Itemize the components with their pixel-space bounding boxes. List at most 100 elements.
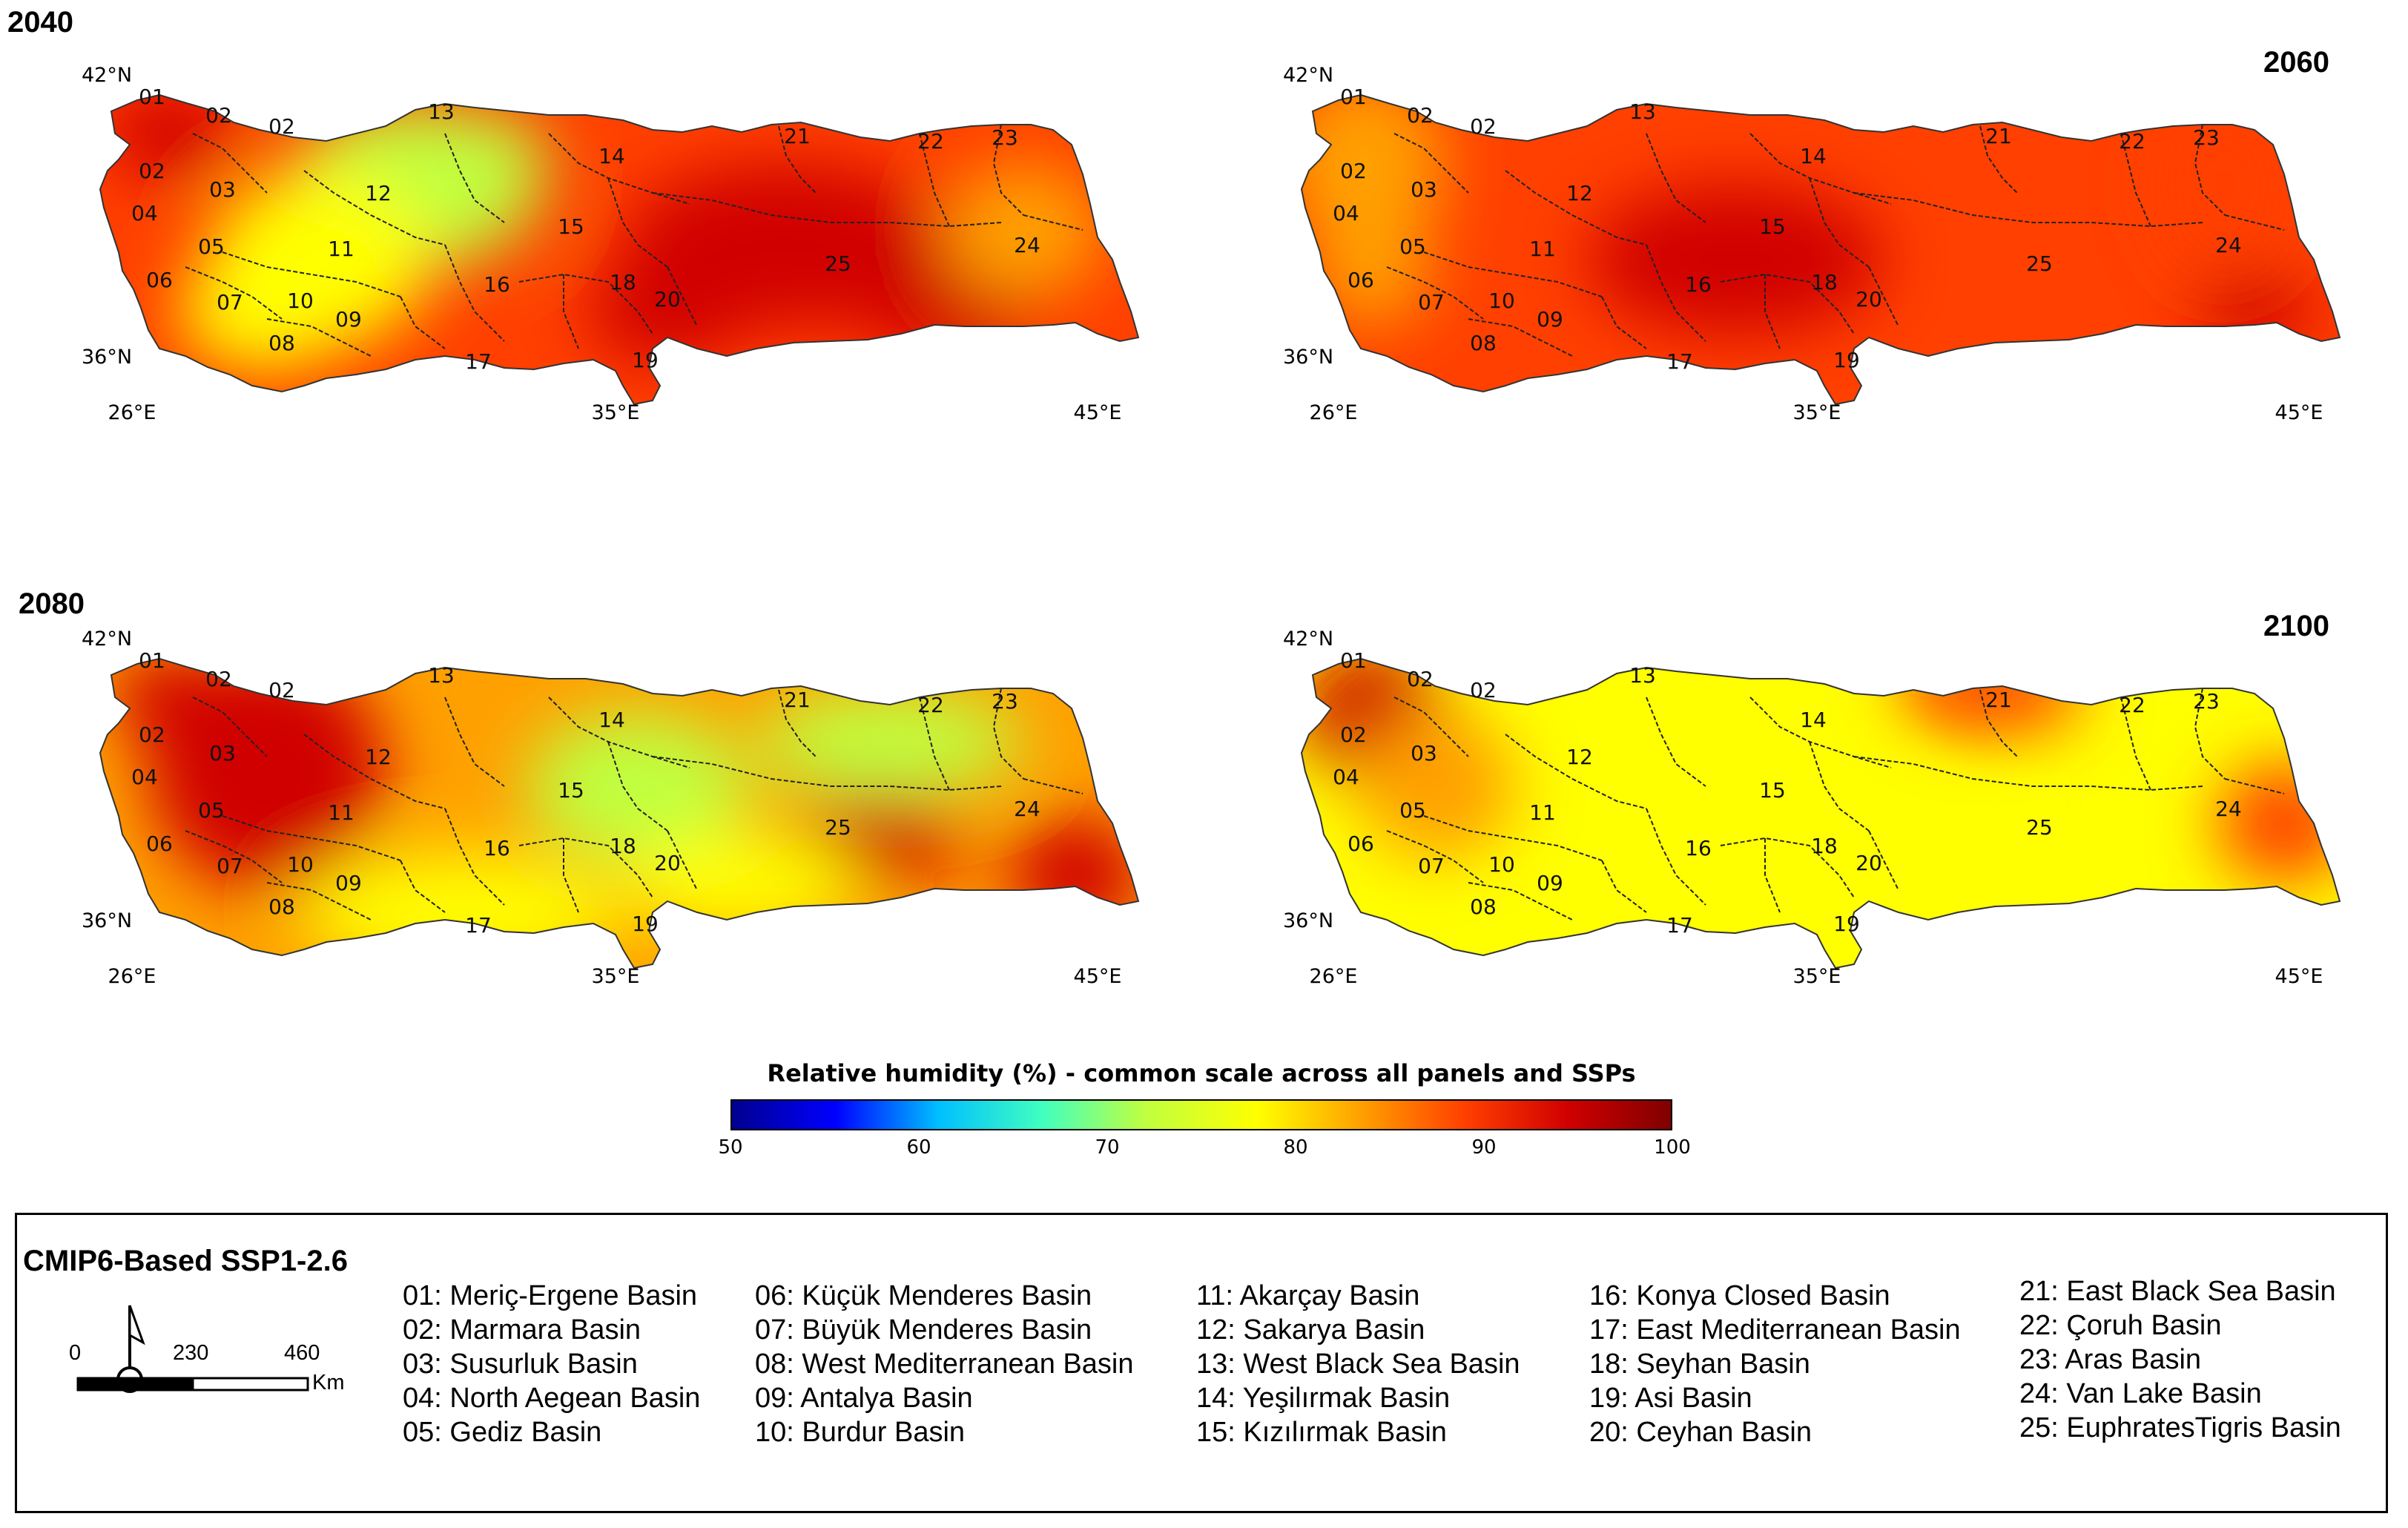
basin-number-label: 19 bbox=[632, 912, 659, 936]
coordinate-label: 36°N bbox=[82, 346, 132, 369]
basin-number-label: 04 bbox=[131, 201, 158, 225]
basin-number-label: 19 bbox=[1833, 348, 1860, 372]
basin-number-label: 02 bbox=[1340, 159, 1367, 183]
humidity-region bbox=[527, 712, 749, 860]
basin-number-label: 02 bbox=[205, 103, 232, 128]
basin-boundary bbox=[1601, 860, 1647, 913]
legend-item: 04: North Aegean Basin bbox=[403, 1383, 701, 1414]
scale-unit: Km bbox=[312, 1371, 345, 1394]
basin-boundary bbox=[444, 697, 505, 787]
basin-boundary bbox=[919, 697, 950, 791]
basin-number-label: 05 bbox=[1399, 234, 1426, 259]
legend-item: 08: West Mediterranean Basin bbox=[755, 1348, 1134, 1380]
basin-boundary bbox=[1393, 697, 1469, 757]
basin-number-label: 18 bbox=[610, 834, 636, 858]
basin-number-label: 22 bbox=[2119, 693, 2145, 717]
basin-boundary bbox=[1979, 689, 2018, 757]
basin-boundary bbox=[2194, 688, 2226, 780]
scale-label: 230 bbox=[173, 1341, 209, 1365]
coordinate-label: 26°E bbox=[108, 401, 156, 424]
humidity-region bbox=[104, 95, 237, 178]
basin-number-label: 16 bbox=[484, 272, 510, 297]
basin-boundary bbox=[185, 830, 283, 883]
legend-item: 11: Akarçay Basin bbox=[1196, 1280, 1420, 1311]
colorbar-tick: 70 bbox=[1095, 1136, 1120, 1159]
basin-number-label: 07 bbox=[1418, 290, 1445, 315]
basin-boundary bbox=[1809, 741, 1870, 831]
basin-boundary bbox=[2224, 214, 2285, 231]
basin-number-label: 13 bbox=[1629, 99, 1656, 124]
basin-number-label: 04 bbox=[1333, 765, 1359, 789]
basin-number-label: 11 bbox=[328, 800, 354, 825]
basin-number-label: 10 bbox=[1488, 852, 1515, 877]
humidity-region bbox=[1810, 816, 2017, 920]
basin-number-label: 09 bbox=[335, 307, 362, 332]
basin-number-label: 14 bbox=[1800, 144, 1827, 168]
panel-year: 2040 bbox=[7, 6, 73, 39]
basin-boundary bbox=[303, 734, 446, 809]
basin-number-label: 04 bbox=[131, 765, 158, 789]
coordinate-label: 42°N bbox=[1283, 628, 1333, 651]
basin-number-label: 24 bbox=[2215, 233, 2242, 257]
legend-item: 19: Asi Basin bbox=[1589, 1383, 1752, 1414]
basin-number-label: 10 bbox=[287, 852, 314, 877]
basin-number-label: 05 bbox=[1399, 798, 1426, 823]
coordinate-label: 45°E bbox=[2275, 401, 2323, 424]
humidity-region bbox=[1528, 712, 1706, 860]
basin-boundary bbox=[1601, 296, 1647, 349]
basin-boundary bbox=[919, 133, 950, 227]
basin-boundary bbox=[1646, 808, 1706, 906]
basin-boundary bbox=[1023, 214, 1083, 231]
basin-number-label: 21 bbox=[784, 124, 811, 148]
basin-number-label: 02 bbox=[1407, 103, 1434, 128]
basin-number-label: 16 bbox=[1685, 272, 1712, 297]
basin-boundary bbox=[778, 689, 817, 757]
basin-boundary bbox=[1720, 273, 1855, 335]
basin-number-label: 01 bbox=[139, 648, 165, 673]
basin-boundary bbox=[1868, 830, 1899, 891]
legend-column-3: 11: Akarçay Basin 12: Sakarya Basin 13: … bbox=[1196, 1279, 1520, 1449]
coordinate-label: 36°N bbox=[1283, 909, 1333, 932]
legend-item: 03: Susurluk Basin bbox=[403, 1348, 638, 1380]
coordinate-label: 26°E bbox=[1310, 965, 1358, 988]
basin-number-label: 02 bbox=[268, 678, 295, 702]
basin-boundary bbox=[266, 318, 372, 357]
basin-boundary bbox=[607, 177, 668, 268]
legend-box: CMIP6-Based SSP1-2.6 0 230 460 Km 01: Me… bbox=[15, 1213, 2388, 1513]
map-svg: 01 02 02 02 03 04 05 06 07 08 09 10 11 12 13 14 15 16 17 18… bbox=[82, 64, 1140, 424]
basin-boundary bbox=[2120, 133, 2151, 227]
scale-label: 0 bbox=[69, 1341, 82, 1365]
legend-item: 23: Aras Basin bbox=[2019, 1344, 2202, 1375]
basin-number-label: 18 bbox=[1811, 270, 1838, 294]
basin-number-label: 23 bbox=[2193, 689, 2220, 714]
basin-number-label: 17 bbox=[1666, 349, 1693, 374]
humidity-region bbox=[178, 252, 356, 371]
basin-number-label: 02 bbox=[1470, 678, 1497, 702]
basin-number-label: 03 bbox=[1411, 177, 1437, 202]
basin-boundary bbox=[607, 741, 668, 831]
legend-item: 18: Seyhan Basin bbox=[1589, 1348, 1810, 1380]
coordinate-label: 45°E bbox=[1074, 965, 1122, 988]
coordinate-label: 35°E bbox=[592, 401, 640, 424]
basin-boundary bbox=[563, 838, 579, 913]
basin-number-label: 17 bbox=[1666, 913, 1693, 938]
basin-number-label: 08 bbox=[268, 331, 295, 355]
basin-boundary bbox=[2224, 778, 2285, 794]
map-svg: 01 02 02 02 03 04 05 06 07 08 09 10 11 12 13 14 15 16 17 18… bbox=[1283, 628, 2341, 988]
basin-number-label: 11 bbox=[328, 237, 354, 261]
legend-item: 10: Burdur Basin bbox=[755, 1417, 966, 1448]
basin-number-label: 16 bbox=[484, 836, 510, 860]
basin-number-label: 12 bbox=[1566, 181, 1593, 205]
map-panel-2040: 01 02 02 02 03 04 05 06 07 08 09 10 11 12 13 14 15 16 17 18… bbox=[0, 0, 1172, 534]
map-svg: 01 02 02 02 03 04 05 06 07 08 09 10 11 12 13 14 15 16 17 18… bbox=[1283, 64, 2341, 424]
basin-number-label: 02 bbox=[139, 722, 165, 747]
humidity-region bbox=[400, 111, 549, 215]
coordinate-label: 42°N bbox=[1283, 64, 1333, 87]
basin-number-label: 17 bbox=[465, 913, 492, 938]
basin-boundary bbox=[667, 266, 698, 327]
legend-item: 16: Konya Closed Basin bbox=[1589, 1280, 1890, 1311]
colorbar-tick: 50 bbox=[718, 1136, 743, 1159]
legend-item: 21: East Black Sea Basin bbox=[2019, 1276, 2336, 1307]
coordinate-label: 26°E bbox=[1310, 401, 1358, 424]
country-outline bbox=[1300, 93, 2341, 406]
